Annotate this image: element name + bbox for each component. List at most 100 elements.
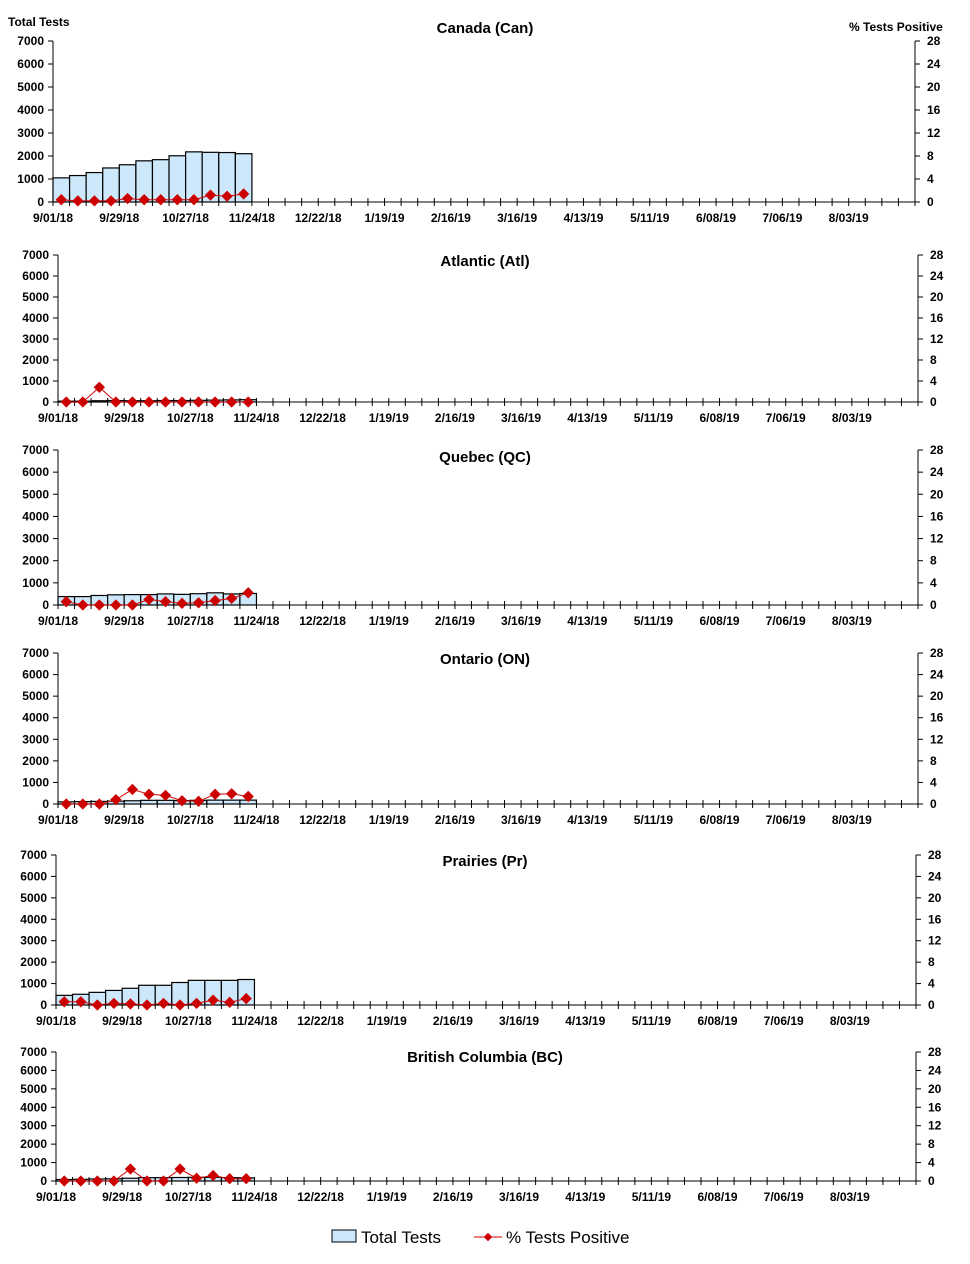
left-tick-label: 3000 — [17, 126, 44, 140]
x-tick-label: 9/01/18 — [38, 614, 78, 628]
point-pct-positive — [221, 190, 233, 202]
x-tick-label: 4/13/19 — [565, 1190, 605, 1204]
x-tick-label: 11/24/18 — [233, 614, 279, 628]
x-tick-label: 3/16/19 — [499, 1014, 539, 1028]
panel-1: Atlantic (Atl) 0 1000 2000 3000 4000 5000 6000 7… — [22, 248, 943, 425]
bar-total-tests — [206, 799, 224, 805]
point-pct-positive — [93, 798, 106, 810]
x-tick-label: 12/22/18 — [297, 1014, 344, 1028]
right-tick-label: 8 — [930, 353, 937, 367]
right-tick-label: 0 — [930, 395, 937, 409]
left-tick-label: 3000 — [22, 732, 49, 746]
right-tick-label: 8 — [927, 149, 934, 163]
left-tick-label: 5000 — [22, 290, 49, 304]
left-tick-label: 1000 — [20, 1156, 47, 1170]
x-tick-label: 9/01/18 — [38, 813, 78, 827]
x-tick-label: 6/08/19 — [696, 211, 736, 225]
panel-0: Canada (Can) 0 1000 2000 3000 4000 5000 6000 700… — [17, 20, 940, 225]
left-tick-label: 0 — [37, 195, 44, 209]
point-pct-positive — [192, 396, 205, 408]
x-tick-label: 11/24/18 — [231, 1190, 277, 1204]
right-axis-label: % Tests Positive — [849, 20, 943, 34]
x-tick-label: 11/24/18 — [231, 1014, 277, 1028]
left-tick-label: 5000 — [20, 891, 47, 905]
right-tick-label: 20 — [928, 1082, 942, 1096]
right-tick-label: 16 — [930, 509, 944, 523]
right-tick-label: 4 — [930, 374, 937, 388]
x-tick-label: 2/16/19 — [431, 211, 471, 225]
right-tick-label: 28 — [930, 248, 944, 262]
right-tick-label: 20 — [928, 891, 942, 905]
x-tick-label: 1/19/19 — [367, 1014, 407, 1028]
point-pct-positive — [209, 788, 221, 800]
right-tick-label: 28 — [928, 848, 942, 862]
point-pct-positive — [225, 592, 238, 605]
point-pct-positive — [155, 194, 167, 206]
left-tick-label: 7000 — [17, 34, 44, 48]
point-pct-positive — [192, 795, 205, 807]
right-tick-label: 4 — [930, 576, 937, 590]
point-pct-positive — [171, 194, 183, 206]
panel-4: Prairies (Pr) 0 1000 2000 3000 4000 5000 6000 70… — [20, 848, 941, 1028]
x-tick-label: 5/11/19 — [634, 614, 674, 628]
right-tick-label: 12 — [928, 934, 942, 948]
panel-2: Quebec (QC) 0 1000 2000 3000 4000 5000 6000 7000… — [22, 443, 943, 628]
x-tick-label: 7/06/19 — [766, 411, 806, 425]
bar-total-tests — [140, 799, 158, 805]
point-pct-positive — [126, 396, 139, 408]
point-pct-positive — [159, 789, 172, 802]
legend-swatch-total-tests — [331, 1229, 357, 1243]
x-tick-label: 3/16/19 — [501, 614, 541, 628]
point-pct-positive — [126, 783, 139, 796]
point-pct-positive — [207, 1169, 219, 1182]
left-tick-label: 4000 — [22, 311, 49, 325]
right-tick-label: 16 — [930, 311, 944, 325]
right-tick-label: 28 — [930, 443, 944, 457]
x-tick-label: 9/29/18 — [104, 614, 144, 628]
x-tick-label: 1/19/19 — [365, 211, 405, 225]
left-tick-label: 6000 — [22, 269, 49, 283]
left-tick-label: 7000 — [20, 848, 47, 862]
right-tick-label: 8 — [930, 554, 937, 568]
x-tick-label: 1/19/19 — [369, 411, 409, 425]
point-pct-positive — [159, 596, 172, 608]
right-tick-label: 8 — [930, 754, 937, 768]
x-tick-label: 8/03/19 — [832, 411, 872, 425]
x-tick-label: 8/03/19 — [830, 1190, 870, 1204]
x-tick-label: 12/22/18 — [299, 411, 346, 425]
x-tick-label: 11/24/18 — [233, 411, 279, 425]
point-pct-positive — [174, 999, 186, 1011]
x-tick-label: 4/13/19 — [567, 411, 607, 425]
x-tick-label: 8/03/19 — [830, 1014, 870, 1028]
x-tick-label: 9/29/18 — [102, 1014, 142, 1028]
right-tick-label: 8 — [928, 955, 935, 969]
right-tick-label: 20 — [927, 80, 941, 94]
x-tick-label: 7/06/19 — [764, 1014, 804, 1028]
right-tick-label: 8 — [928, 1137, 935, 1151]
right-tick-label: 16 — [930, 711, 944, 725]
point-pct-positive — [157, 997, 170, 1010]
point-pct-positive — [176, 396, 188, 408]
left-tick-label: 5000 — [17, 80, 44, 94]
left-tick-label: 0 — [40, 998, 47, 1012]
x-tick-label: 7/06/19 — [762, 211, 802, 225]
right-tick-label: 16 — [927, 103, 941, 117]
point-pct-positive — [225, 396, 238, 408]
x-tick-label: 3/16/19 — [501, 411, 541, 425]
point-pct-positive — [204, 189, 217, 201]
right-tick-label: 4 — [928, 977, 935, 991]
x-tick-label: 7/06/19 — [764, 1190, 804, 1204]
point-pct-positive — [176, 597, 188, 609]
left-tick-label: 2000 — [20, 1137, 47, 1151]
point-pct-positive — [207, 994, 219, 1006]
point-pct-positive — [124, 1163, 137, 1175]
x-tick-label: 11/24/18 — [233, 813, 279, 827]
left-tick-label: 5000 — [22, 487, 49, 501]
left-tick-label: 2000 — [22, 754, 49, 768]
right-tick-label: 0 — [930, 797, 937, 811]
left-tick-label: 2000 — [17, 149, 44, 163]
bar-total-tests — [171, 1176, 189, 1182]
point-pct-positive — [190, 997, 203, 1010]
point-pct-positive — [174, 1163, 186, 1175]
